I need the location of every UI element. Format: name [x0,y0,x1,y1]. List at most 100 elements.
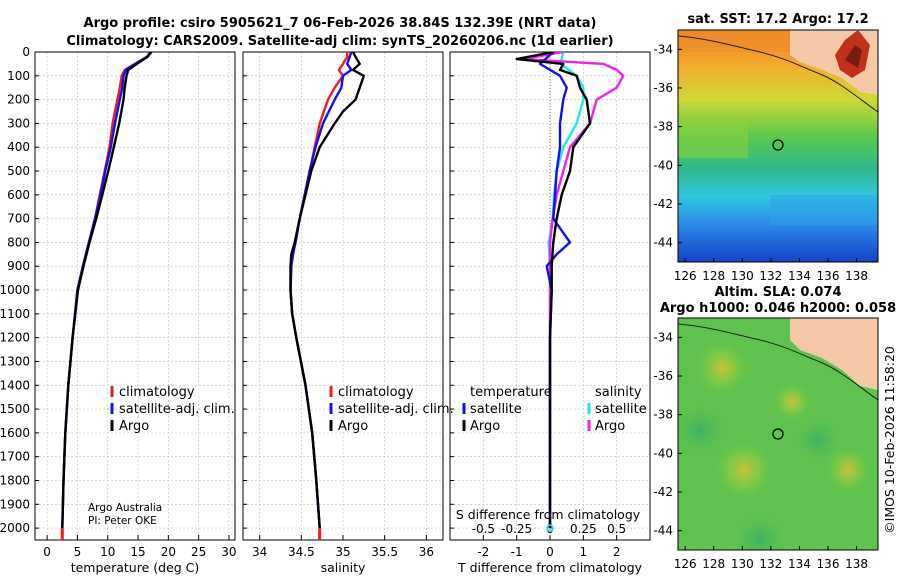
difference-legend: temperature salinity satellite Argo sate… [462,385,647,434]
map-x-tick-label: 136 [817,269,840,283]
x-tick-label: 30 [221,545,236,559]
y-tick-label: 300 [7,116,30,130]
map-x-tick-label: 130 [731,269,754,283]
y-tick-label: 800 [7,235,30,249]
sla-cool-eddy [796,418,840,462]
map-y-tick-label: -38 [653,408,673,422]
sla-warm-eddy [696,342,748,394]
x-tick-label: 20 [161,545,176,559]
y-tick-label: 1100 [0,307,30,321]
x-tick-label: 15 [130,545,145,559]
x-tick-label: 34.5 [288,545,315,559]
map-y-tick-label: -44 [653,524,673,538]
sla-warm-eddy [826,448,870,492]
timestamp-label: ©IMOS 10-Feb-2026 11:58:20 [882,346,897,534]
x-tick-label: 36 [419,545,434,559]
map-x-tick-label: 128 [702,557,725,571]
x-tick-label: 35.5 [371,545,398,559]
sla-land-mask [790,318,878,390]
map-y-tick-label: -42 [653,197,673,211]
y-tick-label: 400 [7,140,30,154]
sst-map-frame [677,29,879,263]
sst-map: 126 128 130 132 134 136 138 -34 -36 -38 -40 -42 -44 [653,29,879,283]
x-tick-label: 0 [43,545,51,559]
surface-marker [546,524,554,532]
sla-map-title-line1: Altim. SLA: 0.074 [715,285,842,300]
map-x-tick-label: 134 [788,269,811,283]
series-line-argo [61,52,153,529]
map-y-tick-label: -42 [653,485,673,499]
y-tick-label: 1000 [0,283,30,297]
map-x-tick-label: 130 [731,557,754,571]
map-y-tick-label: -36 [653,81,673,95]
s-tick-label: -0.5 [472,522,495,536]
s-tick-label: -0.25 [501,522,532,536]
x-tick-label: 25 [191,545,206,559]
legend-heading-salinity: salinity [595,385,642,400]
map-x-tick-label: 126 [674,269,697,283]
map-y-tick-label: -40 [653,158,673,172]
legend-label-t-satellite: satellite [470,402,522,417]
sla-map-title-line2: Argo h1000: 0.046 h2000: 0.058 [660,301,896,316]
legend-heading-temperature: temperature [470,385,552,400]
y-tick-label: 1700 [0,450,30,464]
sla-map: 126 128 130 132 134 136 138 -34 -36 -38 -40 -42 -44 [653,317,879,571]
figure-title-line2: Climatology: CARS2009. Satellite-adj cli… [66,34,613,49]
sst-shelf-contour [678,35,878,113]
x-axis-label: salinity [321,560,366,575]
salinity-panel: 34 34.5 35 35.5 36 salinity [242,51,444,575]
sst-map-title: sat. SST: 17.2 Argo: 17.2 [687,12,868,27]
map-x-tick-label: 132 [759,557,782,571]
s-tick-label: 0.25 [570,522,597,536]
sla-warm-eddy [774,384,810,420]
figure-title-line1: Argo profile: csiro 5905621_7 06-Feb-202… [84,16,597,31]
map-y-tick-label: -34 [653,330,673,344]
y-tick-label: 200 [7,93,30,107]
x-tick-label: 10 [100,545,115,559]
temperature-legend: climatology satellite-adj. clim. Argo [110,385,235,434]
series-group [289,52,365,529]
sst-mid-band [678,118,748,158]
y-tick-label: 1900 [0,497,30,511]
x-tick-label: 0 [546,545,554,559]
map-x-tick-label: 138 [845,557,868,571]
map-x-tick-label: 134 [788,557,811,571]
credit-line2: PI: Peter OKE [88,515,157,527]
legend-label-climatology: climatology [338,385,414,400]
legend-label-t-argo: Argo [470,419,500,434]
y-tick-label: 1400 [0,378,30,392]
x-tick-label: 35 [335,545,350,559]
sla-warm-eddy [716,442,772,498]
legend-label-climatology: climatology [119,385,195,400]
sst-cold-band [770,195,878,225]
x-tick-label: -2 [477,545,489,559]
x-axis-label: T difference from climatology [457,560,643,575]
y-tick-label: 100 [7,69,30,83]
y-tick-label: 1600 [0,426,30,440]
y-tick-label: 0 [22,45,30,59]
sla-axis-ticks: 126 128 130 132 134 136 138 -34 -36 -38 -40 -42 -44 [653,330,868,571]
s-difference-axis-label: S difference from climatology [456,507,641,522]
plot-frame [34,51,236,541]
series-group [61,52,153,529]
map-y-tick-label: -38 [653,120,673,134]
x-tick-label: 2 [613,545,621,559]
sst-axis-ticks: 126 128 130 132 134 136 138 -34 -36 -38 -40 -42 -44 [653,42,868,283]
map-y-tick-label: -36 [653,369,673,383]
sst-hot-core [845,45,862,68]
map-x-tick-label: 126 [674,557,697,571]
y-tick-label: 2000 [0,521,30,535]
y-tick-label: 900 [7,259,30,273]
sst-warm-band [678,30,798,52]
x-tick-label: -1 [511,545,523,559]
legend-label-s-argo: Argo [595,419,625,434]
map-y-tick-label: -44 [653,236,673,250]
y-tick-label: 700 [7,212,30,226]
credit-line1: Argo Australia [88,502,162,514]
series-line-argo [289,52,365,529]
sla-shelf-contour [678,323,878,401]
sla-float-marker [772,428,784,440]
sla-map-frame [677,317,879,551]
series-group [515,52,625,529]
